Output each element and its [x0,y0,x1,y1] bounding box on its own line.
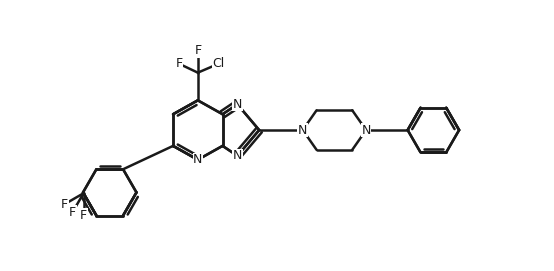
Text: F: F [80,209,87,221]
Text: N: N [233,98,242,111]
Text: Cl: Cl [213,57,225,70]
Text: F: F [176,57,183,70]
Text: N: N [298,124,307,137]
Text: N: N [361,124,371,137]
Text: N: N [233,149,242,162]
Text: F: F [61,198,68,211]
Text: F: F [69,206,76,219]
Text: N: N [193,153,203,166]
Text: F: F [194,44,202,57]
